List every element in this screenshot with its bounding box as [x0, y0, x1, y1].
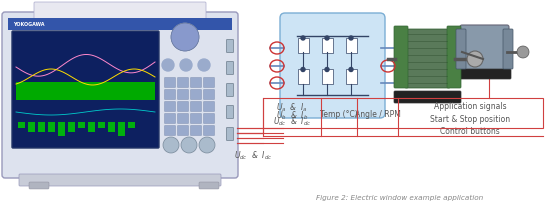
- Text: $U_{dc}$  &  $I_{dc}$: $U_{dc}$ & $I_{dc}$: [273, 116, 311, 128]
- FancyBboxPatch shape: [34, 2, 206, 19]
- FancyBboxPatch shape: [2, 12, 238, 178]
- FancyBboxPatch shape: [28, 122, 35, 132]
- FancyBboxPatch shape: [204, 89, 214, 99]
- FancyBboxPatch shape: [178, 126, 189, 135]
- FancyBboxPatch shape: [128, 122, 135, 128]
- FancyBboxPatch shape: [322, 38, 333, 53]
- FancyBboxPatch shape: [394, 26, 408, 88]
- FancyBboxPatch shape: [164, 126, 175, 135]
- FancyBboxPatch shape: [19, 174, 221, 186]
- Text: YOKOGAWA: YOKOGAWA: [13, 21, 45, 26]
- Circle shape: [467, 51, 483, 67]
- FancyBboxPatch shape: [227, 106, 234, 119]
- Circle shape: [325, 67, 329, 71]
- Text: Angle / RPM: Angle / RPM: [355, 110, 401, 119]
- Text: $U_{dc}$  &  $I_{dc}$: $U_{dc}$ & $I_{dc}$: [234, 150, 272, 163]
- Text: Temp (°C): Temp (°C): [320, 110, 358, 119]
- FancyBboxPatch shape: [12, 31, 159, 148]
- Circle shape: [171, 23, 199, 51]
- Circle shape: [199, 137, 215, 153]
- FancyBboxPatch shape: [98, 122, 105, 128]
- FancyBboxPatch shape: [18, 122, 25, 136]
- FancyBboxPatch shape: [190, 113, 201, 124]
- FancyBboxPatch shape: [204, 102, 214, 112]
- Circle shape: [162, 59, 174, 71]
- FancyBboxPatch shape: [48, 122, 55, 136]
- Bar: [263, 98, 543, 128]
- Text: Figure 2: Electric window example application: Figure 2: Electric window example applic…: [316, 195, 483, 201]
- FancyBboxPatch shape: [298, 38, 309, 53]
- FancyBboxPatch shape: [204, 78, 214, 88]
- FancyBboxPatch shape: [456, 29, 466, 69]
- FancyBboxPatch shape: [68, 122, 75, 132]
- FancyBboxPatch shape: [178, 78, 189, 88]
- FancyBboxPatch shape: [8, 18, 232, 30]
- Circle shape: [180, 59, 192, 71]
- FancyBboxPatch shape: [118, 122, 125, 132]
- FancyBboxPatch shape: [78, 122, 85, 132]
- Circle shape: [198, 59, 210, 71]
- Circle shape: [301, 36, 305, 40]
- FancyBboxPatch shape: [298, 69, 309, 84]
- FancyBboxPatch shape: [58, 122, 65, 128]
- FancyBboxPatch shape: [178, 89, 189, 99]
- FancyBboxPatch shape: [190, 102, 201, 112]
- FancyBboxPatch shape: [108, 122, 115, 132]
- Circle shape: [325, 36, 329, 40]
- FancyBboxPatch shape: [29, 182, 49, 189]
- FancyBboxPatch shape: [178, 113, 189, 124]
- FancyBboxPatch shape: [460, 25, 509, 74]
- Text: $U_a$  &  $I_a$: $U_a$ & $I_a$: [276, 102, 308, 114]
- FancyBboxPatch shape: [503, 29, 513, 69]
- FancyBboxPatch shape: [88, 122, 95, 136]
- Circle shape: [349, 67, 353, 71]
- Circle shape: [163, 137, 179, 153]
- FancyBboxPatch shape: [204, 126, 214, 135]
- Circle shape: [181, 137, 197, 153]
- FancyBboxPatch shape: [38, 122, 45, 128]
- FancyBboxPatch shape: [227, 61, 234, 74]
- FancyBboxPatch shape: [345, 69, 356, 84]
- Text: $U_b$  &  $I_b$: $U_b$ & $I_b$: [276, 109, 308, 121]
- FancyBboxPatch shape: [190, 126, 201, 135]
- Circle shape: [301, 67, 305, 71]
- FancyBboxPatch shape: [164, 78, 175, 88]
- FancyBboxPatch shape: [164, 102, 175, 112]
- FancyBboxPatch shape: [204, 113, 214, 124]
- Circle shape: [517, 46, 529, 58]
- FancyBboxPatch shape: [405, 29, 450, 88]
- FancyBboxPatch shape: [345, 38, 356, 53]
- FancyBboxPatch shape: [190, 89, 201, 99]
- FancyBboxPatch shape: [458, 69, 511, 79]
- FancyBboxPatch shape: [394, 91, 461, 103]
- FancyBboxPatch shape: [164, 89, 175, 99]
- FancyBboxPatch shape: [164, 113, 175, 124]
- FancyBboxPatch shape: [227, 127, 234, 141]
- FancyBboxPatch shape: [227, 39, 234, 53]
- FancyBboxPatch shape: [280, 13, 385, 118]
- FancyBboxPatch shape: [190, 78, 201, 88]
- FancyBboxPatch shape: [16, 82, 155, 100]
- Text: Application signals
Start & Stop position
Control buttons: Application signals Start & Stop positio…: [430, 102, 510, 136]
- Circle shape: [349, 36, 353, 40]
- FancyBboxPatch shape: [199, 182, 219, 189]
- FancyBboxPatch shape: [227, 84, 234, 96]
- FancyBboxPatch shape: [322, 69, 333, 84]
- FancyBboxPatch shape: [178, 102, 189, 112]
- FancyBboxPatch shape: [447, 26, 461, 88]
